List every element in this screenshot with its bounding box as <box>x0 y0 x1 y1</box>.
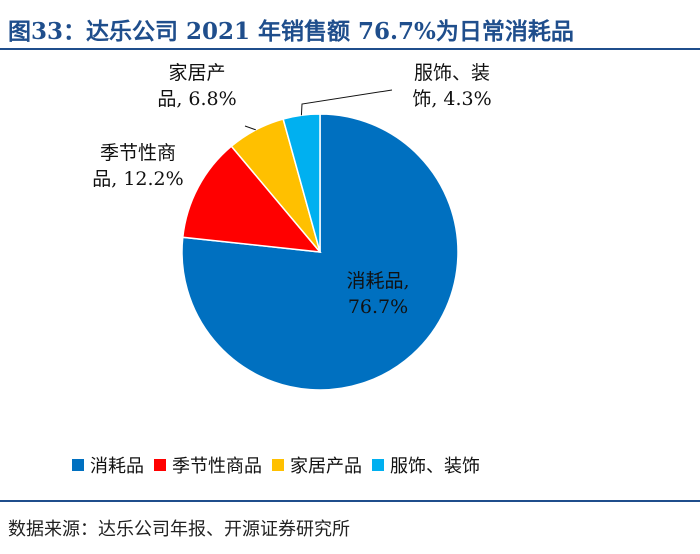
figure-title-bar: 图33：达乐公司 2021 年销售额 76.7%为日常消耗品 <box>0 0 700 50</box>
chart-legend: 消耗品 季节性商品 家居产品 服饰、装饰 <box>72 450 490 480</box>
legend-item-apparel: 服饰、装饰 <box>372 452 480 478</box>
leader-line-home <box>244 125 256 131</box>
legend-label-seasonal: 季节性商品 <box>172 456 262 477</box>
legend-label-apparel: 服饰、装饰 <box>390 456 480 477</box>
legend-label-home: 家居产品 <box>290 456 362 477</box>
pie-chart-area: 消耗品, 76.7% 季节性商品, 12.2% 家居产品, 6.8% 服饰、装饰, 4.… <box>0 52 700 492</box>
slice-label-consumables-line-2: 76.7% <box>348 296 408 318</box>
source-note: 数据来源：达乐公司年报、开源证券研究所 <box>8 519 350 540</box>
figure-title: 图33：达乐公司 2021 年销售额 76.7%为日常消耗品 <box>8 18 574 45</box>
slice-label-consumables-line-1: 消耗品, <box>346 270 409 292</box>
legend-swatch-seasonal <box>154 459 166 471</box>
legend-swatch-apparel <box>372 459 384 471</box>
legend-swatch-home <box>272 459 284 471</box>
leader-line-apparel <box>300 89 393 116</box>
legend-label-consumables: 消耗品 <box>90 456 144 477</box>
slice-label-home-line-1: 家居产 <box>168 62 225 84</box>
slice-label-seasonal-line-2: 品, 12.2% <box>92 168 183 190</box>
slice-label-apparel-line-2: 饰, 4.3% <box>412 88 491 110</box>
slice-label-seasonal-line-1: 季节性商 <box>100 142 176 164</box>
source-bar: 数据来源：达乐公司年报、开源证券研究所 <box>0 500 700 554</box>
pie-slice-seasonal <box>181 145 322 253</box>
legend-item-seasonal: 季节性商品 <box>154 452 262 478</box>
legend-item-consumables: 消耗品 <box>72 452 144 478</box>
slice-label-apparel-line-1: 服饰、装 <box>414 62 490 84</box>
legend-swatch-consumables <box>72 459 84 471</box>
legend-item-home: 家居产品 <box>272 452 362 478</box>
pie-slice-apparel <box>282 113 321 253</box>
slice-label-home-line-2: 品, 6.8% <box>157 88 236 110</box>
pie-chart: 消耗品, 76.7% 季节性商品, 12.2% 家居产品, 6.8% 服饰、装饰, 4.… <box>92 62 492 391</box>
